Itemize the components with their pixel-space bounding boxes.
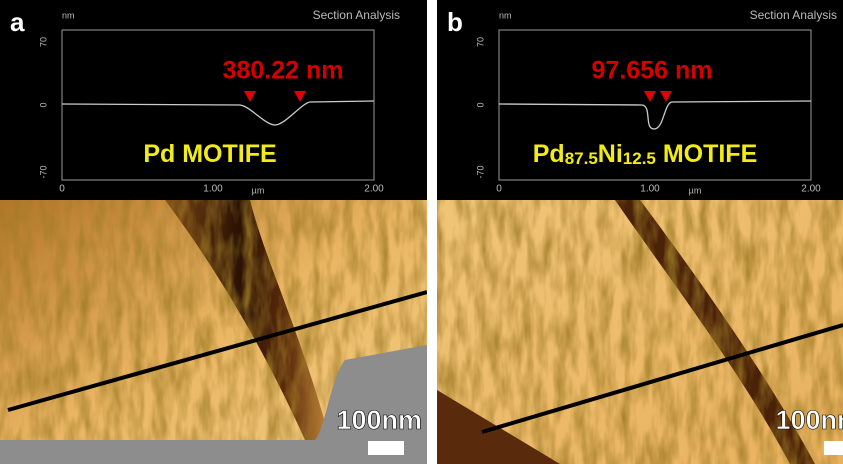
- measurement: 97.656 nm: [592, 57, 713, 85]
- scale-label: 100nm: [336, 405, 422, 435]
- x-tick-label: 0: [59, 184, 65, 195]
- sample-label: Pd MOTIFE: [143, 140, 276, 168]
- x-unit: µm: [252, 185, 265, 195]
- x-tick-label: 1.00: [640, 184, 660, 195]
- y-tick-label: 70: [475, 37, 485, 47]
- y-tick-label: -70: [475, 165, 485, 178]
- x-tick-label: 2.00: [364, 184, 384, 195]
- header: Section Analysis: [750, 8, 837, 22]
- sample-part: Pd: [533, 140, 565, 168]
- sample-part: MOTIFE: [656, 140, 757, 168]
- scale-bar: [824, 441, 843, 455]
- sample-part: Pd MOTIFE: [143, 140, 276, 168]
- measurement: 380.22 nm: [223, 57, 344, 85]
- divider: [427, 0, 437, 464]
- scale-bar: [368, 441, 404, 455]
- figure: a nm Section Analysis 70 0 -70 0 1.00 2.00 µm 380.…: [0, 0, 843, 464]
- y-tick-label: 0: [475, 102, 485, 107]
- y-unit: nm: [62, 10, 75, 20]
- sample-part: 12.5: [623, 149, 656, 168]
- sample-part: Ni: [598, 140, 623, 168]
- sample-part: 87.5: [565, 149, 598, 168]
- x-unit: µm: [689, 185, 702, 195]
- x-tick-label: 2.00: [801, 184, 821, 195]
- y-tick-label: -70: [38, 165, 48, 178]
- panel-label: b: [447, 7, 463, 37]
- y-tick-label: 70: [38, 37, 48, 47]
- header: Section Analysis: [313, 8, 400, 22]
- y-unit: nm: [499, 10, 512, 20]
- panel-label: a: [10, 7, 25, 37]
- scale-label: 100nm: [775, 405, 843, 435]
- y-tick-label: 0: [38, 102, 48, 107]
- x-tick-label: 0: [496, 184, 502, 195]
- x-tick-label: 1.00: [203, 184, 223, 195]
